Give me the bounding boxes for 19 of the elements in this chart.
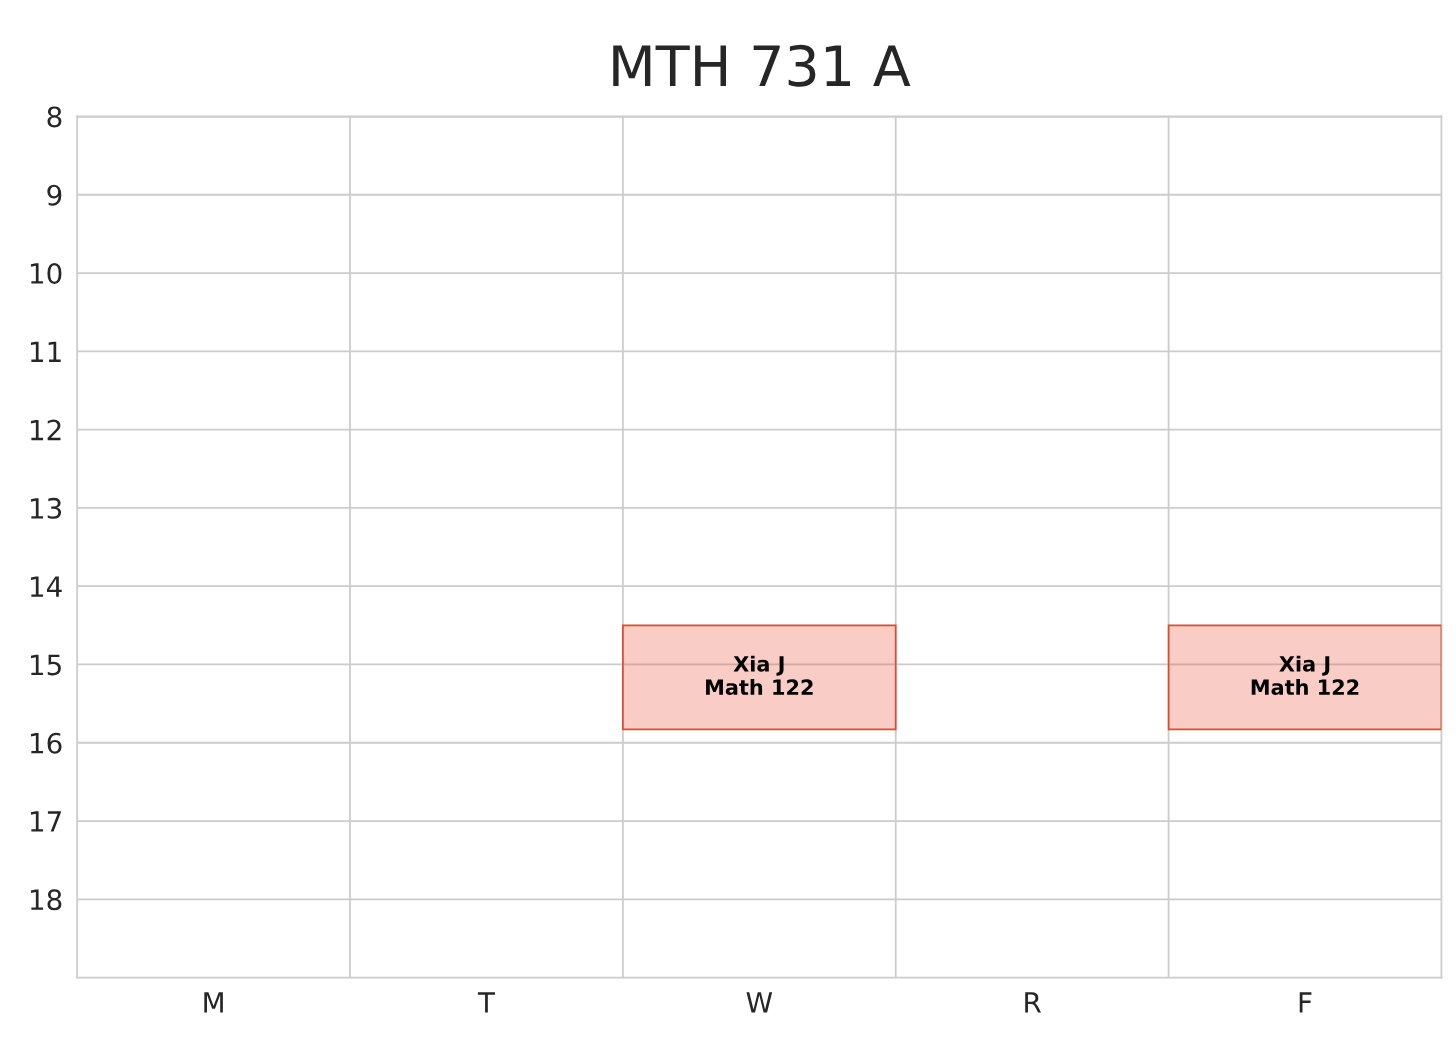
- x-tick-label: F: [1299, 992, 1312, 1013]
- y-tick-label: 10: [30, 262, 62, 284]
- y-tick-label: 9: [47, 184, 62, 206]
- x-tick-label: T: [477, 992, 496, 1013]
- y-tick-label: 17: [30, 811, 61, 832]
- x-tick-label: W: [746, 992, 773, 1013]
- y-tick-label: 11: [30, 341, 61, 362]
- y-tick-label: 14: [30, 576, 62, 597]
- y-tick-label: 18: [30, 889, 62, 911]
- data-label: Xia J Math 122: [706, 655, 813, 696]
- y-tick-label: 12: [30, 419, 61, 441]
- x-tick-label: M: [204, 992, 223, 1013]
- y-tick-label: 8: [47, 106, 62, 128]
- data-label: Xia J Math 122: [1251, 655, 1359, 696]
- y-tick-label: 13: [30, 497, 62, 519]
- y-tick-label: 15: [30, 654, 61, 676]
- chart-title: MTH 731 A: [613, 44, 911, 87]
- x-tick-label: R: [1025, 992, 1042, 1013]
- y-tick-label: 16: [30, 732, 62, 754]
